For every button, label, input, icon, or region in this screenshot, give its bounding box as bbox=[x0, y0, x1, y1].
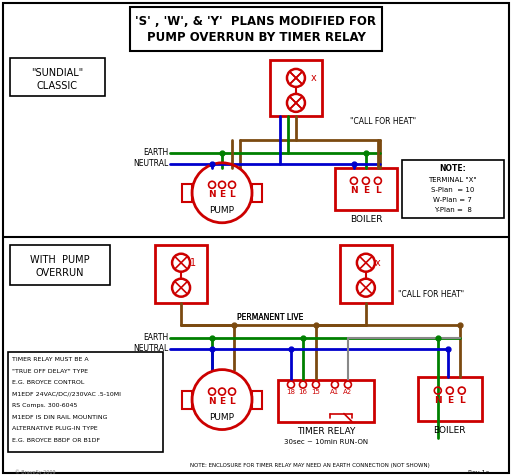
Text: "SUNDIAL": "SUNDIAL" bbox=[31, 68, 83, 78]
Bar bbox=[418, 377, 482, 421]
Text: PERMANENT LIVE: PERMANENT LIVE bbox=[237, 313, 303, 322]
Text: N: N bbox=[208, 397, 216, 406]
Text: L: L bbox=[229, 190, 235, 199]
Text: E: E bbox=[447, 396, 453, 405]
Text: PUMP OVERRUN BY TIMER RELAY: PUMP OVERRUN BY TIMER RELAY bbox=[146, 31, 366, 44]
Text: A2: A2 bbox=[344, 388, 352, 395]
Text: NOTE:: NOTE: bbox=[439, 164, 466, 173]
Text: NOTE: ENCLOSURE FOR TIMER RELAY MAY NEED AN EARTH CONNECTION (NOT SHOWN): NOTE: ENCLOSURE FOR TIMER RELAY MAY NEED… bbox=[190, 463, 430, 468]
Text: PUMP: PUMP bbox=[209, 413, 234, 422]
Bar bbox=[182, 184, 192, 202]
Bar bbox=[130, 7, 382, 51]
Text: 18: 18 bbox=[286, 388, 295, 395]
Text: TIMER RELAY MUST BE A: TIMER RELAY MUST BE A bbox=[12, 357, 89, 362]
Bar bbox=[10, 58, 105, 96]
Text: Y-Plan =  8: Y-Plan = 8 bbox=[434, 207, 472, 213]
Text: E.G. BROYCE B8DF OR B1DF: E.G. BROYCE B8DF OR B1DF bbox=[12, 437, 100, 443]
Text: TERMINAL "X": TERMINAL "X" bbox=[429, 177, 477, 183]
Text: E: E bbox=[219, 397, 225, 406]
Text: 30sec ~ 10min RUN-ON: 30sec ~ 10min RUN-ON bbox=[284, 438, 368, 445]
Bar bbox=[252, 184, 262, 202]
Text: E: E bbox=[219, 190, 225, 199]
Text: WITH  PUMP: WITH PUMP bbox=[30, 255, 90, 265]
Text: © BraveSy 2009: © BraveSy 2009 bbox=[15, 470, 56, 476]
Text: N: N bbox=[350, 186, 358, 195]
Text: S-Plan  = 10: S-Plan = 10 bbox=[431, 187, 475, 193]
Bar bbox=[155, 245, 207, 303]
Bar bbox=[10, 245, 110, 285]
Bar bbox=[278, 379, 374, 422]
Text: ALTERNATIVE PLUG-IN TYPE: ALTERNATIVE PLUG-IN TYPE bbox=[12, 426, 98, 431]
Bar bbox=[8, 352, 163, 452]
Text: L: L bbox=[459, 396, 465, 405]
Text: M1EDF IS DIN RAIL MOUNTING: M1EDF IS DIN RAIL MOUNTING bbox=[12, 415, 108, 419]
Text: L: L bbox=[229, 397, 235, 406]
Text: RS Comps. 300-6045: RS Comps. 300-6045 bbox=[12, 403, 78, 408]
Text: "CALL FOR HEAT": "CALL FOR HEAT" bbox=[350, 118, 416, 126]
Text: EARTH: EARTH bbox=[143, 333, 168, 342]
Text: CLASSIC: CLASSIC bbox=[37, 81, 78, 91]
Bar bbox=[270, 60, 322, 116]
Text: M1EDF 24VAC/DC//230VAC .5-10MI: M1EDF 24VAC/DC//230VAC .5-10MI bbox=[12, 392, 121, 397]
Text: TIMER RELAY: TIMER RELAY bbox=[297, 427, 355, 436]
Text: E: E bbox=[363, 186, 369, 195]
Text: "CALL FOR HEAT": "CALL FOR HEAT" bbox=[398, 290, 464, 299]
Text: A1: A1 bbox=[330, 388, 339, 395]
Text: NEUTRAL: NEUTRAL bbox=[133, 344, 168, 353]
Text: PUMP: PUMP bbox=[209, 206, 234, 215]
Text: EARTH: EARTH bbox=[143, 149, 168, 158]
Bar bbox=[182, 391, 192, 408]
Text: BOILER: BOILER bbox=[350, 215, 382, 224]
Text: L: L bbox=[375, 186, 381, 195]
Text: BOILER: BOILER bbox=[434, 426, 466, 435]
Text: OVERRUN: OVERRUN bbox=[36, 268, 84, 278]
Bar bbox=[402, 160, 504, 218]
Text: "TRUE OFF DELAY" TYPE: "TRUE OFF DELAY" TYPE bbox=[12, 368, 88, 374]
Text: x: x bbox=[375, 258, 381, 268]
Bar bbox=[335, 168, 397, 210]
Text: N: N bbox=[208, 190, 216, 199]
Text: 15: 15 bbox=[311, 388, 321, 395]
Text: Rev 1a: Rev 1a bbox=[468, 470, 490, 475]
Text: 1: 1 bbox=[190, 258, 196, 268]
Bar bbox=[252, 391, 262, 408]
Text: x: x bbox=[311, 73, 317, 83]
Text: 'S' , 'W', & 'Y'  PLANS MODIFIED FOR: 'S' , 'W', & 'Y' PLANS MODIFIED FOR bbox=[136, 16, 376, 29]
Text: NEUTRAL: NEUTRAL bbox=[133, 159, 168, 169]
Text: E.G. BROYCE CONTROL: E.G. BROYCE CONTROL bbox=[12, 380, 84, 385]
Bar bbox=[340, 245, 392, 303]
Text: N: N bbox=[434, 396, 442, 405]
Text: W-Plan = 7: W-Plan = 7 bbox=[433, 197, 472, 203]
Text: 16: 16 bbox=[298, 388, 307, 395]
Text: PERMANENT LIVE: PERMANENT LIVE bbox=[237, 313, 303, 322]
